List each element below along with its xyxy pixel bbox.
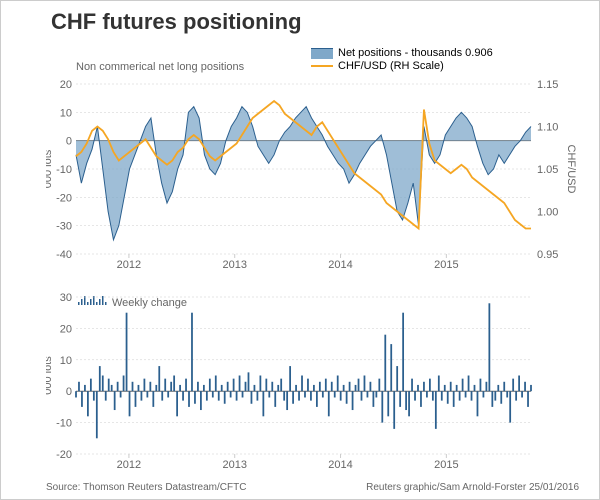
legend-swatch-chf [311,65,333,67]
svg-text:1.10: 1.10 [537,122,558,134]
chart-subtitle: Non commerical net long positions [76,61,244,73]
svg-text:0.95: 0.95 [537,249,558,261]
legend: Net positions - thousands 0.906 CHF/USD … [311,47,493,73]
svg-text:2012: 2012 [117,259,141,271]
chart-title: CHF futures positioning [51,9,302,35]
svg-text:0: 0 [66,136,72,148]
legend-label-chf: CHF/USD (RH Scale) [338,60,444,72]
footer-source: Source: Thomson Reuters Datastream/CFTC [46,482,246,493]
svg-text:1.00: 1.00 [537,207,558,219]
svg-text:10: 10 [60,107,72,119]
footer-credit: Reuters graphic/Sam Arnold-Forster 25/01… [366,482,579,493]
svg-text:-40: -40 [56,249,72,261]
chart-container: CHF futures positioning Non commerical n… [0,0,600,500]
svg-text:2013: 2013 [222,259,246,271]
svg-text:-10: -10 [56,418,72,430]
legend-item-net: Net positions - thousands 0.906 [311,47,493,59]
top-chart: -40 -30 -20 -10 0 10 20 0.95 1.00 1.05 1.10 1.15 201… [46,79,576,274]
svg-text:2013: 2013 [222,459,246,471]
svg-text:-30: -30 [56,221,72,233]
legend-label-net: Net positions - thousands 0.906 [338,47,493,59]
svg-text:0: 0 [66,386,72,398]
svg-text:2015: 2015 [434,459,458,471]
svg-text:10: 10 [60,355,72,367]
svg-text:-20: -20 [56,192,72,204]
svg-text:Weekly change: Weekly change [112,297,187,309]
svg-text:1.15: 1.15 [537,79,558,91]
svg-text:-10: -10 [56,164,72,176]
svg-text:1.05: 1.05 [537,164,558,176]
svg-text:2015: 2015 [434,259,458,271]
svg-text:20: 20 [60,323,72,335]
svg-text:000 lots: 000 lots [46,356,54,395]
svg-text:-20: -20 [56,449,72,461]
legend-swatch-net [311,48,333,59]
svg-text:2014: 2014 [328,259,352,271]
bottom-chart: Weekly change -20 -10 0 10 20 30 2012 2013 2014 20… [46,289,576,474]
svg-text:000 lots: 000 lots [46,149,54,188]
svg-text:30: 30 [60,292,72,304]
legend-item-chf: CHF/USD (RH Scale) [311,60,493,72]
svg-text:2014: 2014 [328,459,352,471]
svg-text:CHF/USD: CHF/USD [565,145,576,194]
svg-text:20: 20 [60,79,72,91]
svg-text:2012: 2012 [117,459,141,471]
